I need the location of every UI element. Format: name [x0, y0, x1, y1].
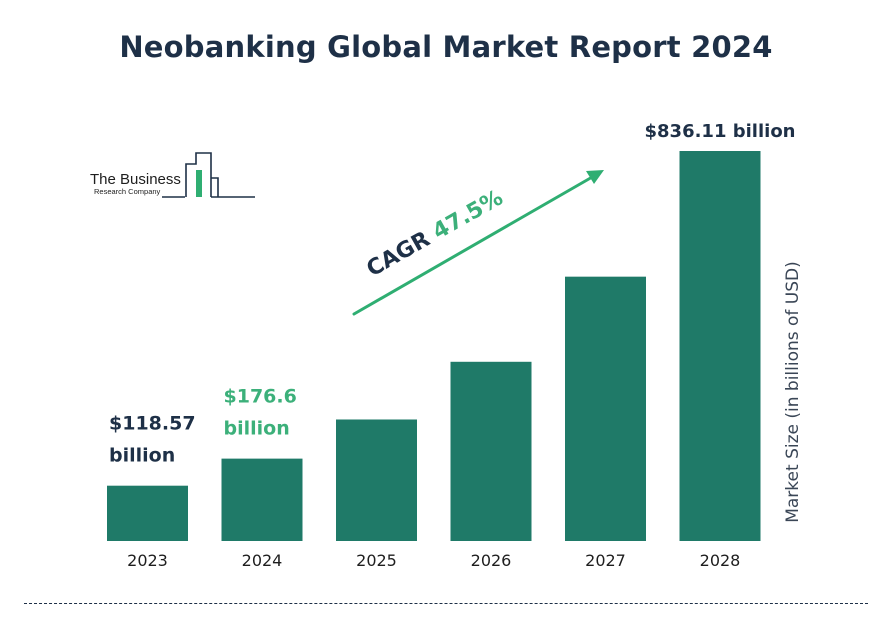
cagr-arrow-line — [352, 174, 596, 316]
logo-line2: Research Company — [94, 187, 161, 196]
bar-2026 — [450, 361, 532, 541]
x-tick-2026: 2026 — [471, 551, 512, 570]
x-tick-labels: 2023 2024 2025 2026 2027 2028 — [127, 551, 740, 570]
x-tick-2025: 2025 — [356, 551, 397, 570]
footer-divider — [24, 603, 868, 604]
bar-2023 — [107, 485, 188, 541]
bar-2024 — [221, 458, 303, 541]
value-labels: $118.57 billion $176.6 billion $836.11 billi… — [109, 121, 796, 467]
bar-2028 — [679, 151, 761, 541]
logo-line1: The Business — [90, 171, 181, 188]
value-label-2028: $836.11 billion — [645, 121, 796, 142]
bar-2027 — [565, 276, 646, 541]
value-label-2023-line2: billion — [109, 445, 175, 467]
bars-group — [107, 151, 761, 541]
value-label-2023-line1: $118.57 — [109, 413, 196, 435]
value-label-2024-line2: billion — [224, 418, 290, 440]
company-logo: The Business Research Company — [90, 152, 255, 198]
x-tick-2024: 2024 — [242, 551, 283, 570]
x-tick-2028: 2028 — [700, 551, 741, 570]
logo-building-icon — [162, 152, 255, 198]
chart-title: Neobanking Global Market Report 2024 — [119, 30, 773, 64]
cagr-prefix: CAGR — [363, 223, 441, 282]
cagr-arrowhead-icon — [586, 170, 604, 184]
x-tick-2027: 2027 — [585, 551, 626, 570]
y-axis-label: Market Size (in billions of USD) — [783, 261, 803, 523]
value-label-2024-line1: $176.6 — [224, 386, 297, 408]
bar-2025 — [336, 419, 417, 541]
cagr-value: 47.5% — [429, 186, 508, 245]
x-tick-2023: 2023 — [127, 551, 168, 570]
